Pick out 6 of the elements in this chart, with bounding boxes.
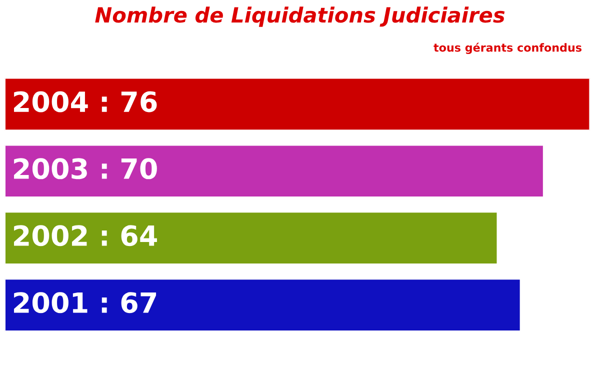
data-label: 2003 : 70 [14, 158, 157, 180]
chart-title: Nombre de Liquidations Judiciaires [95, 6, 505, 27]
data-label: 2002 : 64 [14, 225, 157, 246]
data-label: 2001 : 67 [14, 292, 156, 314]
chart-subtitle: tous gérants confondus [434, 42, 582, 54]
data-label: 2004 : 76 [14, 91, 157, 112]
